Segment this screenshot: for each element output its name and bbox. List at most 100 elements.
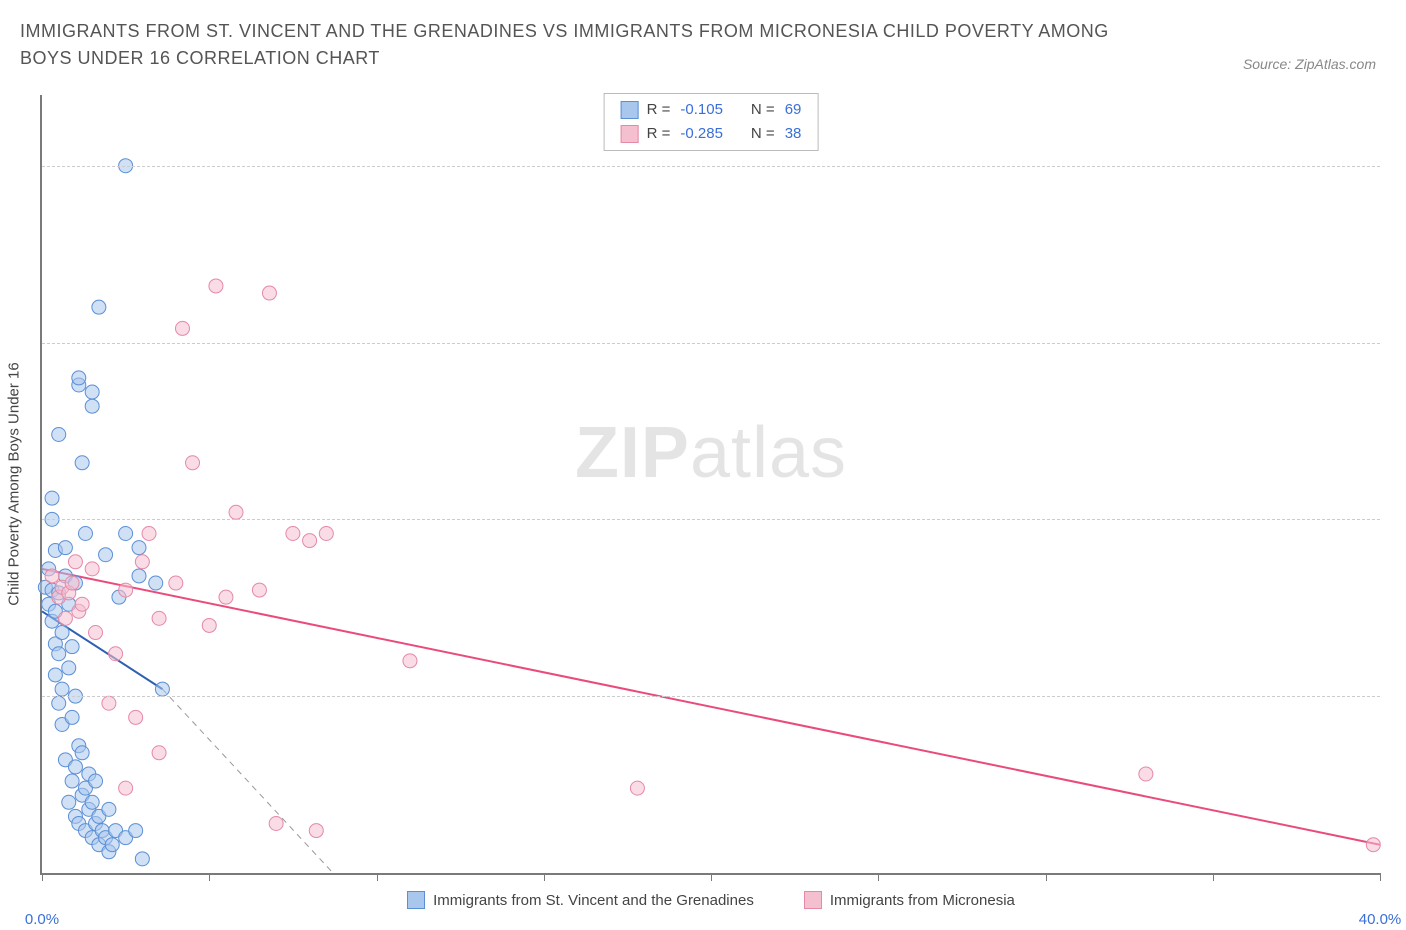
n-label: N = [751,98,775,122]
legend-swatch [407,891,425,909]
data-point [403,654,417,668]
data-point [119,781,133,795]
data-point [109,647,123,661]
data-point [72,371,86,385]
data-point [152,746,166,760]
data-point [135,852,149,866]
data-point [85,399,99,413]
x-tick-label: 40.0% [1359,911,1402,928]
data-point [309,824,323,838]
r-value: -0.285 [680,122,723,146]
data-point [269,816,283,830]
grid-line [42,166,1380,167]
data-point [62,661,76,675]
data-point [229,505,243,519]
data-point [169,576,183,590]
data-point [65,710,79,724]
x-tick [377,873,378,881]
data-point [132,569,146,583]
legend-label: Immigrants from Micronesia [830,892,1015,909]
grid-line [42,343,1380,344]
legend-swatch [804,891,822,909]
data-point [62,795,76,809]
scatter-plot-svg [42,95,342,245]
data-point [89,774,103,788]
data-point [52,647,66,661]
watermark: ZIPatlas [575,412,847,494]
data-point [303,534,317,548]
data-point [630,781,644,795]
data-point [89,626,103,640]
data-point [65,576,79,590]
data-point [48,668,62,682]
data-point [65,640,79,654]
data-point [68,555,82,569]
data-point [149,576,163,590]
data-point [102,696,116,710]
data-point [52,696,66,710]
data-point [262,286,276,300]
data-point [75,597,89,611]
correlation-legend: R = -0.105 N = 69 R = -0.285 N = 38 [604,93,819,151]
legend-swatch [621,125,639,143]
chart-title: IMMIGRANTS FROM ST. VINCENT AND THE GREN… [20,18,1120,72]
data-point [142,527,156,541]
data-point [1139,767,1153,781]
data-point [65,774,79,788]
data-point [58,611,72,625]
data-point [286,527,300,541]
source-label: Source: ZipAtlas.com [1243,56,1386,72]
data-point [55,682,69,696]
data-point [68,760,82,774]
data-point [129,710,143,724]
x-tick [1380,873,1381,881]
r-label: R = [647,98,671,122]
grid-line [42,519,1380,520]
x-tick [544,873,545,881]
legend-swatch [621,101,639,119]
data-point [45,491,59,505]
data-point [45,569,59,583]
r-value: -0.105 [680,98,723,122]
data-point [52,427,66,441]
data-point [319,527,333,541]
x-tick [1213,873,1214,881]
series-legend: Immigrants from St. Vincent and the Gren… [42,891,1380,909]
data-point [78,527,92,541]
trend-line-dash [162,689,333,873]
data-point [132,541,146,555]
x-tick [42,873,43,881]
chart-plot-area: Child Poverty Among Boys Under 16 ZIPatl… [40,95,1380,875]
data-point [119,583,133,597]
data-point [186,456,200,470]
data-point [85,385,99,399]
watermark-bold: ZIP [575,413,690,493]
data-point [152,611,166,625]
x-tick [1046,873,1047,881]
n-value: 69 [785,98,802,122]
data-point [202,618,216,632]
n-label: N = [751,122,775,146]
x-tick [878,873,879,881]
x-tick [209,873,210,881]
data-point [85,795,99,809]
data-point [219,590,233,604]
data-point [252,583,266,597]
x-tick-label: 0.0% [25,911,59,928]
data-point [175,321,189,335]
data-point [75,746,89,760]
data-point [85,562,99,576]
data-point [209,279,223,293]
data-point [92,300,106,314]
n-value: 38 [785,122,802,146]
header: IMMIGRANTS FROM ST. VINCENT AND THE GREN… [0,0,1406,76]
y-axis-title: Child Poverty Among Boys Under 16 [6,362,23,605]
data-point [99,548,113,562]
data-point [1366,838,1380,852]
data-point [105,838,119,852]
data-point [58,541,72,555]
r-label: R = [647,122,671,146]
legend-stat-row: R = -0.285 N = 38 [621,122,802,146]
x-tick [711,873,712,881]
legend-item: Immigrants from Micronesia [804,891,1015,909]
